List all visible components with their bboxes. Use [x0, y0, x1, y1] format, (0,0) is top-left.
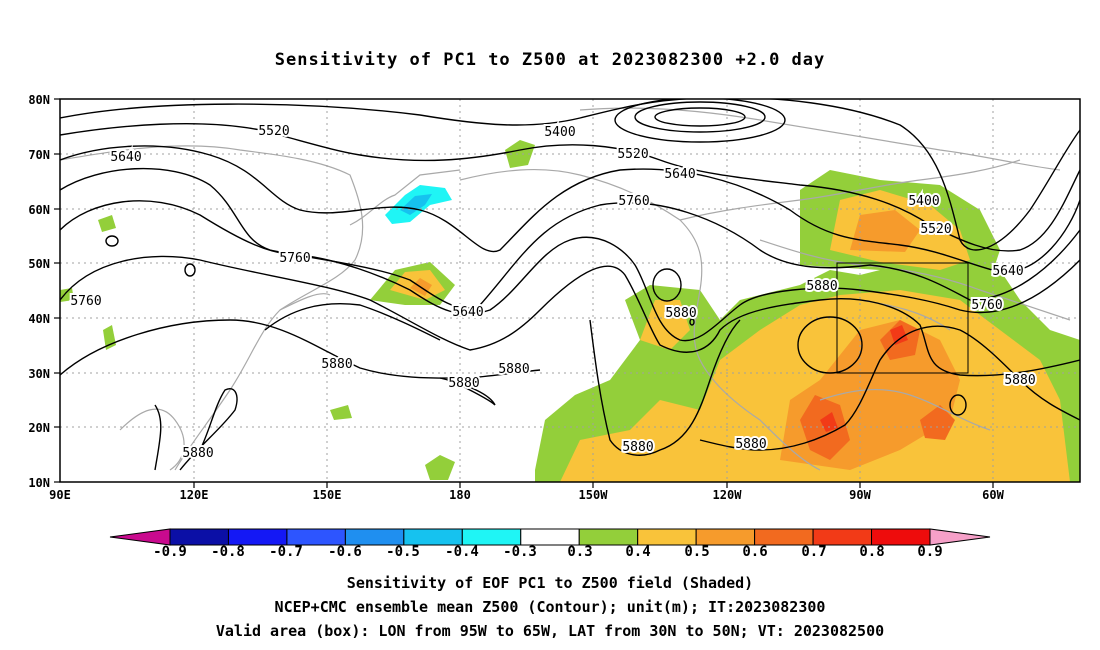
lat-tick-label: 60N	[28, 203, 50, 217]
colorbar-label: -0.5	[386, 544, 420, 560]
coastlines	[60, 107, 1071, 471]
colorbar-swatch	[227, 528, 288, 546]
colorbar-label: 0.3	[567, 544, 592, 560]
lat-tick-label: 20N	[28, 421, 50, 435]
lat-tick-label: 40N	[28, 312, 50, 326]
colorbar-label: 0.5	[684, 544, 709, 560]
contour-label: 5760	[618, 194, 649, 209]
colorbar-swatch	[461, 528, 522, 546]
lon-tick-label: 60W	[982, 488, 1004, 502]
lon-tick-label: 180	[449, 488, 471, 502]
contour-label: 5880	[806, 279, 837, 294]
contour-label: 5760	[70, 294, 101, 309]
lon-tick-label: 120W	[713, 488, 743, 502]
caption-valid-area: Valid area (box): LON from 95W to 65W, L…	[215, 622, 885, 640]
colorbar-swatch	[520, 528, 580, 546]
colorbar-label: -0.8	[211, 544, 245, 560]
colorbar-label: 0.6	[742, 544, 767, 560]
lat-tick-label: 70N	[28, 148, 50, 162]
lon-tick-label: 120E	[180, 488, 209, 502]
lat-tick-label: 30N	[28, 367, 50, 381]
colorbar-label: 0.8	[859, 544, 884, 560]
colorbar-label: -0.6	[328, 544, 362, 560]
valid-area-box	[836, 262, 969, 374]
colorbar-label: 0.7	[801, 544, 826, 560]
colorbar-swatch	[403, 528, 463, 546]
colorbar-swatch	[754, 528, 814, 546]
lat-tick-label: 80N	[28, 93, 50, 107]
contour-label: 5880	[321, 357, 352, 372]
lon-axis-labels: 90E 120E 150E 180 150W 120W 90W 60W	[49, 488, 1004, 502]
colorbar-swatch	[286, 528, 346, 546]
contour-label: 5640	[664, 167, 695, 182]
contour-label: 5520	[258, 124, 289, 139]
colorbar-label: -0.9	[153, 544, 187, 560]
colorbar-label: -0.7	[269, 544, 303, 560]
colorbar-label: 0.9	[917, 544, 942, 560]
contour-label: 5640	[992, 264, 1023, 279]
map-frame	[59, 98, 1081, 483]
contour-label: 5520	[617, 147, 648, 162]
colorbar-swatch	[578, 528, 639, 546]
lon-tick-label: 90E	[49, 488, 71, 502]
contour-label: 5640	[110, 150, 141, 165]
colorbar: -0.9 -0.8 -0.7 -0.6 -0.5 -0.4 -0.3 0.3 0…	[109, 528, 991, 560]
colorbar-swatch	[871, 528, 931, 546]
lon-tick-label: 150W	[579, 488, 609, 502]
contour-label: 5880	[498, 362, 529, 377]
contour-label: 5880	[448, 376, 479, 391]
lat-tick-label: 10N	[28, 476, 50, 490]
contour-label: 5880	[735, 437, 766, 452]
lat-axis-labels: 80N 70N 60N 50N 40N 30N 20N 10N	[28, 93, 50, 490]
lon-tick-label: 150E	[313, 488, 342, 502]
contour-labels: 5520 5640 5400 5520 5640 5760 5400 5520 …	[68, 122, 1037, 463]
figure-title: Sensitivity of PC1 to Z500 at 2023082300…	[274, 50, 826, 70]
contour-label: 5880	[622, 440, 653, 455]
contour-label: 5400	[544, 125, 575, 140]
contour-label: 5400	[908, 194, 939, 209]
colorbar-swatch	[812, 528, 873, 546]
colorbar-swatch	[695, 528, 756, 546]
colorbar-swatch	[637, 528, 697, 546]
tick-marks	[54, 98, 994, 488]
colorbar-swatch	[169, 528, 229, 546]
contour-label: 5880	[1004, 373, 1035, 388]
colorbar-label: -0.4	[445, 544, 479, 560]
contour-label: 5880	[182, 446, 213, 461]
lat-tick-label: 50N	[28, 257, 50, 271]
lon-tick-label: 90W	[849, 488, 871, 502]
colorbar-low-end	[109, 528, 171, 546]
contour-label: 5880	[665, 306, 696, 321]
gridlines	[60, 99, 1080, 482]
colorbar-label: -0.3	[503, 544, 537, 560]
z500-contours	[60, 99, 1080, 471]
caption-shading: Sensitivity of EOF PC1 to Z500 field (Sh…	[346, 574, 754, 592]
contour-label: 5520	[920, 222, 951, 237]
colorbar-label: 0.4	[625, 544, 650, 560]
contour-label: 5760	[971, 298, 1002, 313]
contour-label: 5760	[279, 251, 310, 266]
colorbar-high-end	[929, 528, 991, 546]
colorbar-swatch	[344, 528, 405, 546]
contour-label: 5640	[452, 305, 483, 320]
caption-contour: NCEP+CMC ensemble mean Z500 (Contour); u…	[274, 598, 826, 616]
